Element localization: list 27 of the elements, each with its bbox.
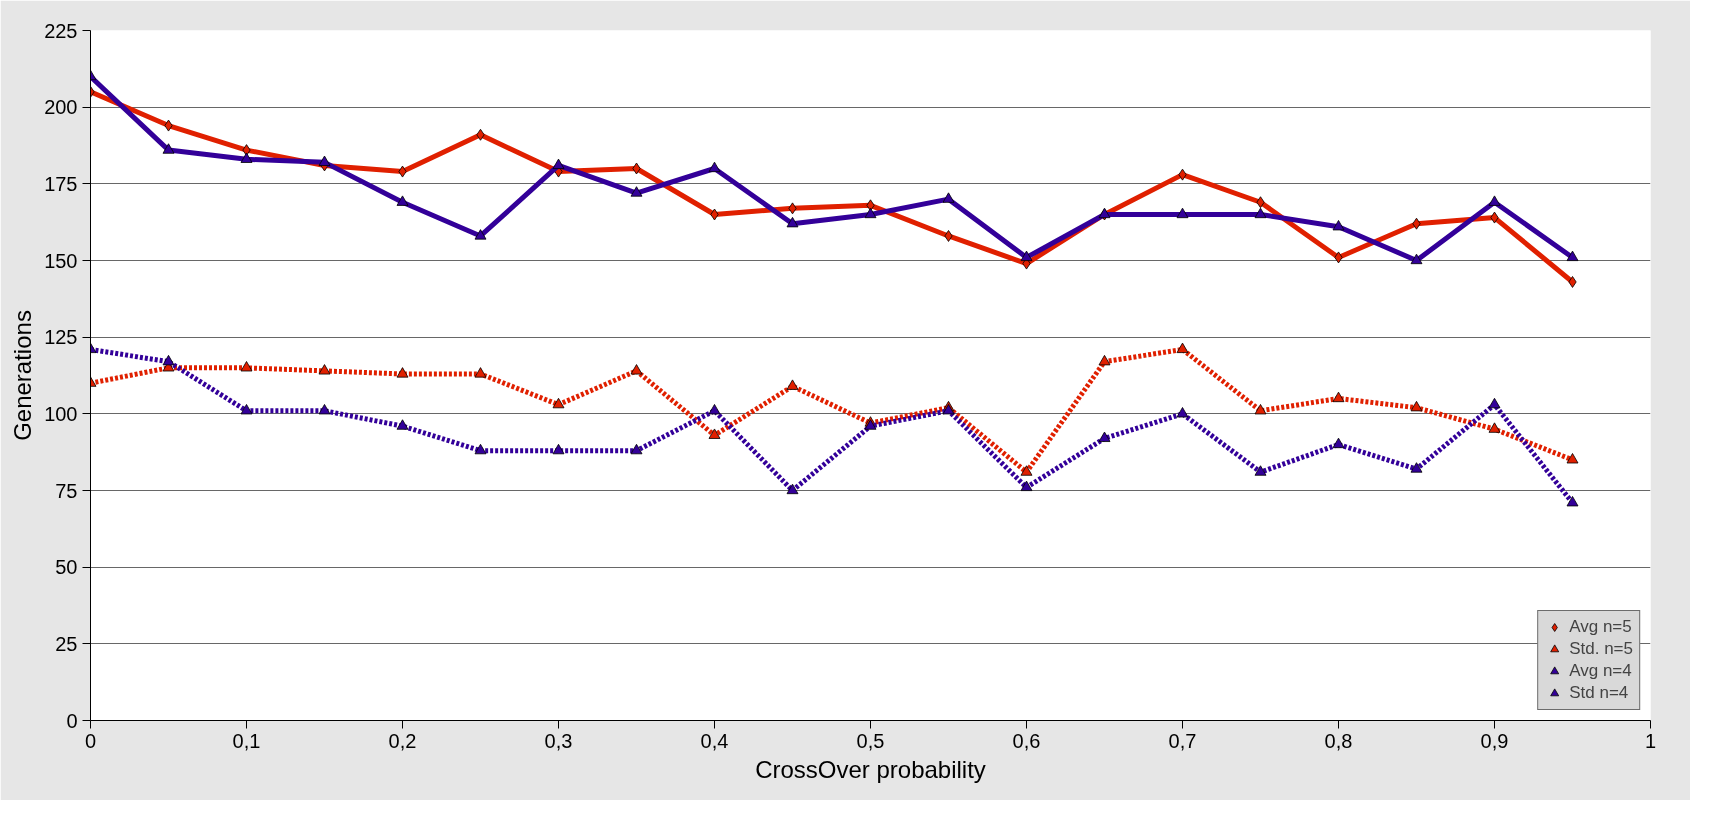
x-tick-label: 0,9 xyxy=(1480,729,1509,752)
x-tick-label: 0,5 xyxy=(856,729,885,752)
x-tick-label: 0,6 xyxy=(1012,729,1041,752)
y-tick-label: 125 xyxy=(44,326,78,349)
y-tick-label: 100 xyxy=(44,402,78,425)
x-tick-label: 0,1 xyxy=(232,729,261,752)
x-tick-label: 1 xyxy=(1644,729,1657,752)
x-tick-label: 0,4 xyxy=(700,729,729,752)
y-tick-label: 225 xyxy=(44,19,78,42)
y-tick-label: 150 xyxy=(44,249,78,272)
x-axis-title: CrossOver probability xyxy=(755,755,986,783)
legend-label: Std n=4 xyxy=(1569,683,1629,703)
y-tick-label: 175 xyxy=(44,172,78,195)
legend-label: Avg n=4 xyxy=(1569,661,1632,681)
x-tick-label: 0,7 xyxy=(1168,729,1197,752)
y-tick-label: 25 xyxy=(55,632,78,655)
y-tick-label: 200 xyxy=(44,96,78,119)
y-tick-label: 75 xyxy=(55,479,78,502)
x-tick-label: 0,8 xyxy=(1324,729,1353,752)
y-tick-label: 0 xyxy=(66,709,78,732)
legend-label: Std. n=5 xyxy=(1569,639,1633,659)
x-tick-label: 0,3 xyxy=(544,729,573,752)
x-tick-label: 0 xyxy=(84,729,97,752)
y-tick-label: 50 xyxy=(55,556,78,579)
legend-label: Avg n=5 xyxy=(1569,617,1632,637)
x-tick-label: 0,2 xyxy=(388,729,417,752)
y-axis-title: Generations xyxy=(9,310,37,441)
